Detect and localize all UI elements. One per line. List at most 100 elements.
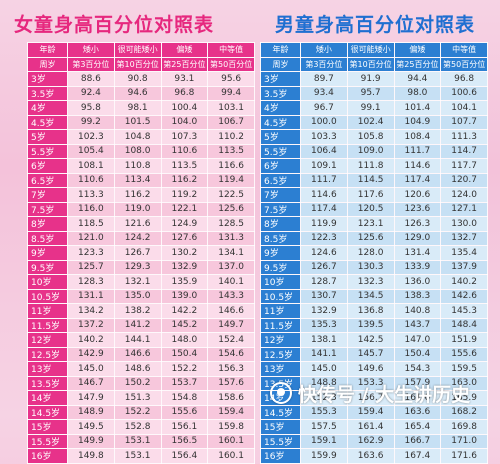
p3-cell: 149.5 xyxy=(67,419,115,435)
table-row: 14.5岁 148.9 152.2 155.6 159.4 xyxy=(27,404,255,420)
p10-cell: 99.1 xyxy=(346,100,395,116)
p10-cell: 91.9 xyxy=(346,71,395,87)
p10-cell: 126.7 xyxy=(113,245,162,261)
table-row: 3岁 89.7 91.9 94.4 96.8 xyxy=(260,71,488,87)
p25-cell: 114.6 xyxy=(393,158,442,174)
p50-cell: 135.4 xyxy=(440,245,488,261)
table-row: 7.5岁 116.0 119.0 122.1 125.6 xyxy=(27,201,255,217)
p25-cell: 167.4 xyxy=(393,448,442,464)
p50-cell: 116.6 xyxy=(207,158,255,174)
table-row: 13岁 145.0 149.6 154.3 159.5 xyxy=(260,361,488,377)
table-row: 10岁 128.7 132.3 136.0 140.2 xyxy=(260,274,488,290)
girl-header-row-1: 年龄 矮小 很可能矮小 偏矮 中等值 xyxy=(27,42,255,58)
age-cell: 5岁 xyxy=(260,129,301,145)
table-row: 9岁 124.6 128.0 131.4 135.4 xyxy=(260,245,488,261)
p3-cell: 106.4 xyxy=(300,143,348,159)
p50-cell: 95.6 xyxy=(207,71,255,87)
p10-cell: 135.0 xyxy=(113,288,162,304)
p10-cell: 119.0 xyxy=(113,201,162,217)
p25-header: 第25百分位 xyxy=(393,56,442,72)
p50-cell: 96.8 xyxy=(440,71,488,87)
p3-cell: 132.9 xyxy=(300,303,348,319)
table-row: 12.5岁 141.1 145.7 150.4 155.6 xyxy=(260,346,488,362)
p3-cell: 147.9 xyxy=(67,390,115,406)
p25-cell: 110.6 xyxy=(160,143,209,159)
p3-cell: 152.3 xyxy=(300,390,348,406)
table-row: 8岁 118.5 121.6 124.9 128.5 xyxy=(27,216,255,232)
p25-cell: 93.1 xyxy=(160,71,209,87)
watermark: 快传号 / 大生讲历史 xyxy=(270,378,492,408)
p3-cell: 148.8 xyxy=(300,375,348,391)
age-cell: 3岁 xyxy=(27,71,68,87)
age-cell: 4.5岁 xyxy=(260,114,301,130)
age-cell: 3.5岁 xyxy=(260,85,301,101)
age-cell: 8.5岁 xyxy=(27,230,68,246)
age-cell: 15.5岁 xyxy=(260,433,301,449)
p3-cell: 149.9 xyxy=(67,433,115,449)
p3-cell: 92.4 xyxy=(67,85,115,101)
table-row: 3岁 88.6 90.8 93.1 95.6 xyxy=(27,71,255,87)
table-row: 11.5岁 137.2 141.2 145.2 149.7 xyxy=(27,317,255,333)
p50-cell: 99.4 xyxy=(207,85,255,101)
p25-cell: 100.4 xyxy=(160,100,209,116)
p50-cell: 125.6 xyxy=(207,201,255,217)
girl-height-table: 年龄 矮小 很可能矮小 偏矮 中等值 周岁 第3百分位 第10百分位 第25百分位 第50百分位 3… xyxy=(27,42,255,464)
p50-cell: 110.2 xyxy=(207,129,255,145)
p10-cell: 101.5 xyxy=(113,114,162,130)
table-row: 9.5岁 125.7 129.3 132.9 137.0 xyxy=(27,259,255,275)
p50-cell: 145.3 xyxy=(440,303,488,319)
age-cell: 16岁 xyxy=(27,448,68,464)
p50-header: 中等值 xyxy=(440,42,488,58)
p50-cell: 152.4 xyxy=(207,332,255,348)
table-row: 12.5岁 142.9 146.6 150.4 154.6 xyxy=(27,346,255,362)
p25-cell: 126.3 xyxy=(393,216,442,232)
age-cell: 10.5岁 xyxy=(260,288,301,304)
p25-cell: 145.2 xyxy=(160,317,209,333)
p25-cell: 150.4 xyxy=(160,346,209,362)
p10-cell: 152.8 xyxy=(113,419,162,435)
p50-cell: 159.4 xyxy=(207,404,255,420)
age-cell: 3岁 xyxy=(260,71,301,87)
p25-cell: 129.0 xyxy=(393,230,442,246)
p3-cell: 159.9 xyxy=(300,448,348,464)
age-cell: 11.5岁 xyxy=(27,317,68,333)
p10-cell: 110.8 xyxy=(113,158,162,174)
p50-cell: 117.7 xyxy=(440,158,488,174)
p50-cell: 137.9 xyxy=(440,259,488,275)
p3-cell: 128.7 xyxy=(300,274,348,290)
p25-cell: 148.0 xyxy=(160,332,209,348)
p10-cell: 104.8 xyxy=(113,129,162,145)
age-cell: 8岁 xyxy=(260,216,301,232)
p25-cell: 147.0 xyxy=(393,332,442,348)
p3-cell: 124.6 xyxy=(300,245,348,261)
p10-cell: 146.6 xyxy=(113,346,162,362)
age-cell: 6岁 xyxy=(260,158,301,174)
age-cell: 8.5岁 xyxy=(260,230,301,246)
p10-cell: 149.6 xyxy=(346,361,395,377)
p3-cell: 96.7 xyxy=(300,100,348,116)
table-row: 15.5岁 149.9 153.1 156.5 160.1 xyxy=(27,433,255,449)
p50-cell: 140.2 xyxy=(440,274,488,290)
p50-cell: 143.3 xyxy=(207,288,255,304)
age-cell: 10岁 xyxy=(27,274,68,290)
p50-header: 第50百分位 xyxy=(440,56,488,72)
p25-cell: 152.2 xyxy=(160,361,209,377)
p3-cell: 93.4 xyxy=(300,85,348,101)
p3-cell: 141.1 xyxy=(300,346,348,362)
age-cell: 13.5岁 xyxy=(27,375,68,391)
p3-cell: 95.8 xyxy=(67,100,115,116)
p10-cell: 113.4 xyxy=(113,172,162,188)
p3-cell: 108.1 xyxy=(67,158,115,174)
p10-cell: 141.2 xyxy=(113,317,162,333)
girl-table-title: 女童身高百分位对照表 xyxy=(14,14,215,36)
table-row: 6岁 109.1 111.8 114.6 117.7 xyxy=(260,158,488,174)
p50-cell: 128.5 xyxy=(207,216,255,232)
p25-cell: 156.1 xyxy=(160,419,209,435)
p10-cell: 111.8 xyxy=(346,158,395,174)
p25-cell: 94.4 xyxy=(393,71,442,87)
p3-cell: 145.0 xyxy=(300,361,348,377)
p10-cell: 163.6 xyxy=(346,448,395,464)
p25-cell: 107.3 xyxy=(160,129,209,145)
p25-cell: 154.8 xyxy=(160,390,209,406)
p3-cell: 116.0 xyxy=(67,201,115,217)
